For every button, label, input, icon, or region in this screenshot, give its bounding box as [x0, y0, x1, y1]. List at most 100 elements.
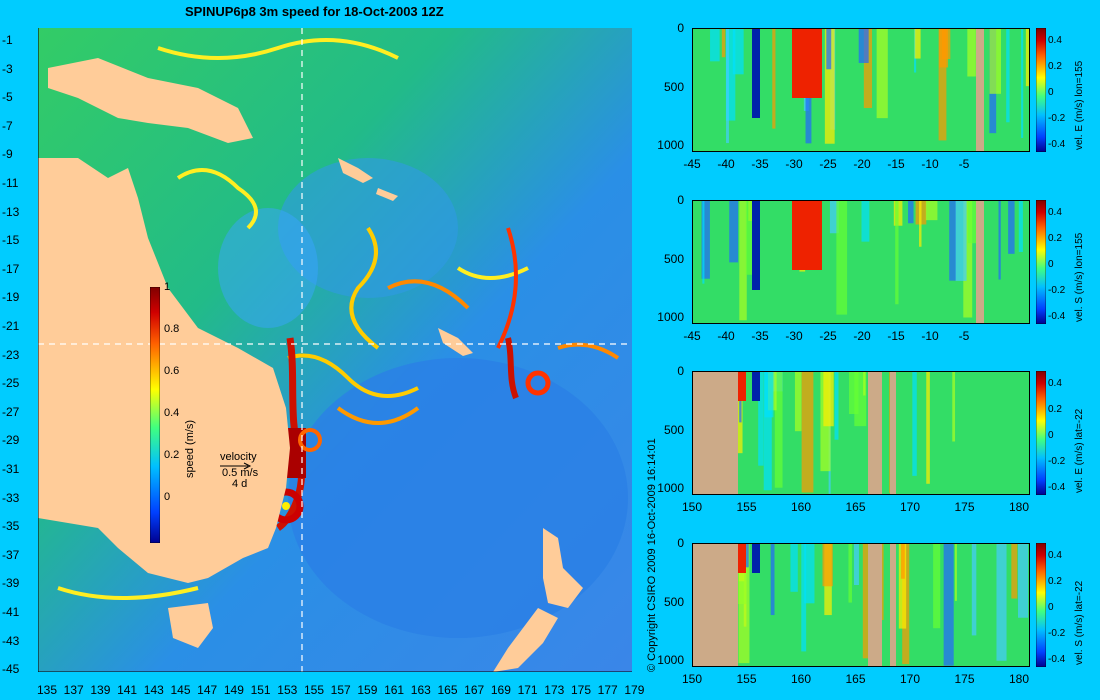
panel-depth-label: 0 [677, 21, 684, 35]
lon-label: 165 [437, 683, 458, 697]
panel-x-label: -35 [751, 157, 769, 171]
lon-label: 167 [464, 683, 485, 697]
panel-x-label: 170 [899, 500, 921, 514]
speed-colorbar [150, 287, 160, 543]
panel-x-label: 160 [790, 500, 812, 514]
speed-map [38, 28, 632, 672]
panel-colorbar-label: vel. S (m/s) lat=-22 [1074, 580, 1085, 665]
panel-colorbar-tick: 0 [1048, 259, 1054, 270]
panel-colorbar-label: vel. E (m/s) lat=-22 [1074, 408, 1085, 493]
panel-depth-label: 0 [677, 536, 684, 550]
lat-label: -29 [2, 433, 20, 448]
velocity-key-days: 4 d [232, 478, 248, 490]
panel-x-label: -10 [921, 157, 939, 171]
lat-label: -7 [2, 118, 13, 133]
panel-colorbar-tick: 0.4 [1048, 378, 1062, 389]
panel-colorbar-tick: -0.2 [1048, 456, 1066, 467]
panel-x-label: 155 [736, 500, 757, 514]
panel-x-label: 175 [954, 500, 975, 514]
velocity-key-title: velocity [220, 451, 257, 463]
panel-depth-label: 500 [663, 594, 684, 609]
lat-label: -39 [2, 576, 20, 591]
panel-x-label: 150 [681, 672, 703, 686]
panel-colorbar-tick: 0.2 [1048, 404, 1062, 415]
panel-colorbar-tick: -0.4 [1048, 139, 1066, 150]
panel-colorbar-tick: -0.2 [1048, 628, 1066, 639]
panel-depth-label: 0 [677, 193, 684, 207]
lat-label: -11 [2, 176, 19, 190]
lat-label: -17 [2, 261, 20, 276]
section-panel [692, 543, 1030, 667]
lat-label: -43 [2, 633, 20, 648]
lon-label: 159 [357, 683, 378, 697]
panel-x-label: 180 [1008, 500, 1030, 514]
lat-label: -21 [2, 319, 20, 333]
velocity-key-value: 0.5 m/s [222, 467, 259, 479]
velocity-key-arrow [220, 462, 252, 470]
panel-x-label: -5 [958, 157, 970, 171]
lat-label: -33 [2, 490, 20, 505]
panel-depth-label: 500 [663, 422, 684, 437]
lat-label: -35 [2, 519, 20, 534]
panel-colorbar-tick: 0.2 [1048, 61, 1062, 72]
panel-colorbar-tick: -0.4 [1048, 482, 1066, 493]
panel-x-label: -20 [853, 329, 871, 343]
panel-x-label: -20 [853, 157, 871, 171]
lon-label: 161 [384, 683, 405, 697]
lat-label: -5 [2, 90, 13, 105]
lat-label: -13 [2, 204, 20, 219]
panel-depth-label: 500 [663, 251, 684, 266]
lon-label: 135 [36, 683, 58, 697]
lon-label: 153 [277, 683, 298, 697]
lat-label: -41 [2, 605, 20, 619]
map-title: SPINUP6p8 3m speed for 18-Oct-2003 12Z [185, 4, 444, 19]
copyright-text: © Copyright CSIRO 2009 16-Oct-2009 16:14… [646, 438, 658, 672]
panel-colorbar-tick: 0.4 [1048, 550, 1062, 561]
panel-depth-label: 1000 [657, 481, 684, 496]
panel-colorbar [1036, 28, 1046, 152]
lon-label: 169 [490, 683, 511, 697]
panel-colorbar-tick: 0.4 [1048, 35, 1062, 46]
panel-x-label: -35 [751, 329, 769, 343]
section-panel [692, 371, 1030, 495]
lon-label: 137 [63, 683, 84, 697]
lon-label: 179 [624, 683, 645, 697]
panel-colorbar-tick: -0.2 [1048, 285, 1066, 296]
panel-x-label: 175 [954, 672, 975, 686]
lon-label: 143 [143, 683, 164, 697]
speed-colorbar-label: speed (m/s) [184, 419, 196, 478]
panel-x-label: 165 [845, 672, 866, 686]
panel-colorbar-tick: -0.4 [1048, 311, 1066, 322]
panel-x-label: 165 [845, 500, 866, 514]
lon-label: 145 [170, 683, 191, 697]
lon-label: 173 [544, 683, 565, 697]
panel-x-label: -25 [819, 329, 837, 343]
panel-colorbar-tick: 0.4 [1048, 207, 1062, 218]
panel-colorbar-tick: 0 [1048, 430, 1054, 441]
lat-label: -9 [2, 147, 13, 162]
panel-x-label: 155 [736, 672, 757, 686]
speed-colorbar-tick: 0.2 [164, 449, 180, 461]
panel-colorbar [1036, 371, 1046, 495]
section-panel [692, 28, 1030, 152]
panel-colorbar [1036, 543, 1046, 667]
lat-label: -37 [2, 547, 20, 562]
lat-label: -1 [2, 33, 13, 47]
lon-label: 171 [517, 683, 538, 697]
panel-x-label: 180 [1008, 672, 1030, 686]
lat-label: -15 [2, 233, 20, 248]
lat-label: -23 [2, 347, 20, 362]
speed-colorbar-tick: 0.8 [164, 323, 180, 335]
lon-label: 149 [223, 683, 244, 697]
lat-label: -31 [2, 462, 20, 476]
speed-colorbar-tick: 0.4 [164, 407, 180, 419]
lon-label: 155 [303, 683, 325, 697]
lon-label: 157 [330, 683, 351, 697]
lat-label: -3 [2, 61, 13, 76]
panel-x-label: -5 [958, 329, 970, 343]
panel-colorbar-tick: 0 [1048, 602, 1054, 613]
panel-x-label: -15 [887, 157, 905, 171]
panel-x-label: -40 [717, 157, 735, 171]
panel-colorbar-tick: -0.2 [1048, 113, 1066, 124]
speed-colorbar-tick: 1 [164, 281, 171, 293]
